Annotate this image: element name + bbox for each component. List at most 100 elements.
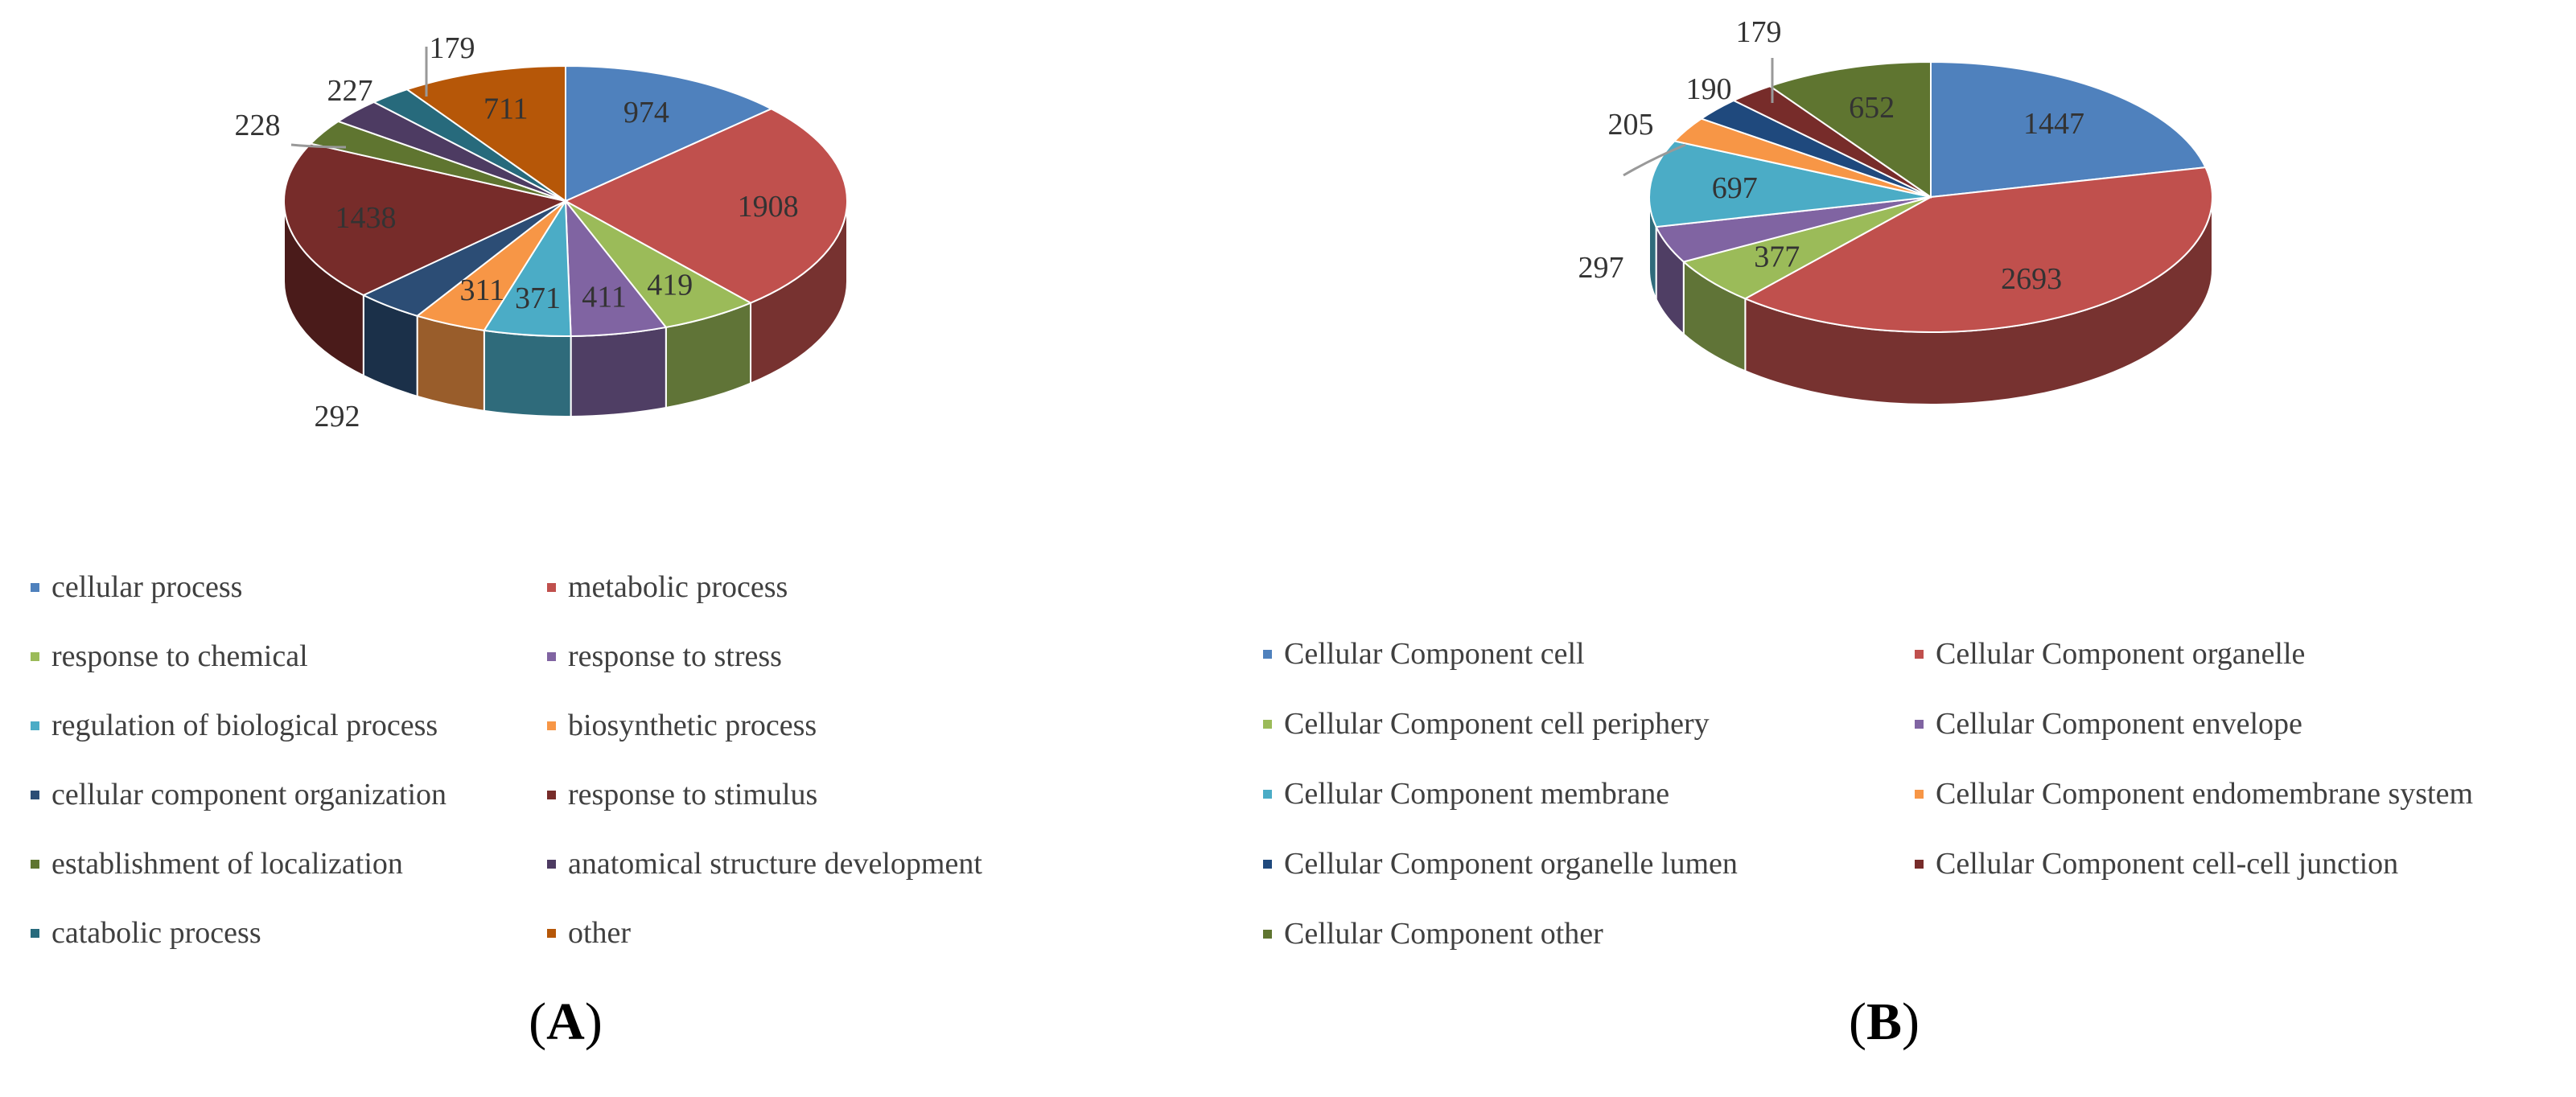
- legend-item-cellular-component-organelle: Cellular Component organelle: [1915, 637, 2305, 671]
- legend-label: Cellular Component cell: [1284, 637, 1585, 671]
- legend-swatch: [1263, 790, 1272, 799]
- data-label-cellular-component-organelle-lumen: 190: [1686, 72, 1732, 106]
- legend-item-cellular-component-membrane: Cellular Component membrane: [1263, 777, 1669, 811]
- legend-swatch: [1915, 860, 1924, 869]
- legend-label: metabolic process: [568, 570, 788, 604]
- pie-slice-cellular-component-membrane: [1648, 140, 1932, 228]
- legend-swatch: [1915, 720, 1924, 729]
- data-label-cellular-component-cell-periphery: 377: [1754, 240, 1800, 274]
- pie-wall-response-to-stress: [570, 326, 667, 417]
- legend-label: cellular component organization: [51, 778, 446, 811]
- legend-swatch: [31, 791, 39, 799]
- legend-swatch: [31, 929, 39, 938]
- legend-swatch: [1263, 720, 1272, 729]
- legend-label: Cellular Component cell-cell junction: [1936, 847, 2398, 881]
- data-label-establishment-of-localization: 228: [235, 109, 281, 142]
- legend-label: Cellular Component organelle: [1936, 637, 2305, 671]
- legend-swatch: [1263, 650, 1272, 659]
- legend-label: establishment of localization: [51, 847, 403, 881]
- legend-item-response-to-stimulus: response to stimulus: [547, 778, 817, 811]
- legend-swatch: [1263, 860, 1272, 869]
- legend-swatch: [547, 652, 556, 661]
- leader-line-205: [1623, 143, 1686, 177]
- legend-label: Cellular Component envelope: [1936, 707, 2302, 741]
- data-label-cellular-component-other: 652: [1849, 91, 1895, 125]
- legend-item-cellular-component-endomembrane-system: Cellular Component endomembrane system: [1915, 777, 2473, 811]
- pie-side-walls: [283, 200, 848, 417]
- pie-slice-cellular-component-other: [1767, 60, 1932, 199]
- legend-item-cellular-component-envelope: Cellular Component envelope: [1915, 707, 2302, 741]
- data-label-metabolic-process: 1908: [738, 190, 799, 224]
- legend-label: biosynthetic process: [568, 709, 817, 742]
- legend-label: response to stimulus: [568, 778, 817, 811]
- pie-slice-cellular-component-cell: [1930, 60, 2207, 199]
- data-label-cellular-component-organelle: 2693: [2001, 262, 2062, 296]
- legend-item-cellular-component-cell-cell-junction: Cellular Component cell-cell junction: [1915, 847, 2398, 881]
- chart-panel-a: 974 1908 419 411 371 311 292 1438 228 227 179 711 ce…: [31, 31, 982, 1051]
- legend-item-cellular-process: cellular process: [31, 570, 242, 604]
- legend-item-cellular-component-other: Cellular Component other: [1263, 917, 1603, 951]
- data-label-cellular-component-cell-cell-junction: 179: [1736, 15, 1782, 49]
- pie-slice-response-to-stimulus: [283, 142, 569, 297]
- pie-slice-metabolic-process: [563, 108, 848, 304]
- legend-item-other: other: [547, 916, 631, 950]
- legend-swatch: [547, 583, 556, 592]
- legend-item-cellular-component-cell: Cellular Component cell: [1263, 637, 1585, 671]
- legend-label: regulation of biological process: [51, 709, 438, 742]
- data-label-catabolic-process: 179: [430, 31, 475, 65]
- leader-line-228: [290, 143, 347, 149]
- legend-item-cellular-component-organelle-lumen: Cellular Component organelle lumen: [1263, 847, 1738, 881]
- data-label-cellular-component-membrane: 697: [1712, 171, 1758, 205]
- legend-item-regulation-of-biological-process: regulation of biological process: [31, 709, 438, 742]
- pie-slices: [1648, 60, 2214, 333]
- pie-wall-biosynthetic-process: [416, 314, 485, 412]
- pie-slice-other: [405, 64, 566, 203]
- data-label-cellular-process: 974: [623, 96, 669, 129]
- legend-item-response-to-stress: response to stress: [547, 639, 782, 673]
- legend-item-catabolic-process: catabolic process: [31, 916, 261, 950]
- legend-swatch: [547, 721, 556, 730]
- legend-label: response to chemical: [51, 639, 308, 673]
- legend: cellular process metabolic process respons…: [31, 570, 982, 950]
- legend-item-cellular-component-organization: cellular component organization: [31, 778, 446, 811]
- data-label-response-to-chemical: 419: [647, 269, 693, 302]
- data-label-biosynthetic-process: 311: [460, 273, 505, 307]
- pie-value-labels: 974 1908 419 411 371 311 292 1438 228 227 179 711: [235, 31, 799, 433]
- legend-label: Cellular Component organelle lumen: [1284, 847, 1738, 881]
- data-label-response-to-stimulus: 1438: [335, 201, 396, 235]
- data-label-cellular-component-endomembrane-system: 205: [1608, 108, 1654, 142]
- legend-swatch: [31, 860, 39, 869]
- legend-swatch: [547, 791, 556, 799]
- legend-swatch: [1915, 790, 1924, 799]
- data-label-cellular-component-envelope: 297: [1578, 251, 1624, 285]
- legend-label: cellular process: [51, 570, 242, 604]
- data-label-cellular-component-organization: 292: [315, 400, 360, 433]
- legend-label: response to stress: [568, 639, 782, 673]
- pie-slice-cellular-process: [565, 64, 774, 203]
- legend-swatch: [547, 860, 556, 869]
- legend-swatch: [1263, 930, 1272, 939]
- pie-wall-regulation-of-biological-process: [483, 329, 572, 417]
- pie-side-walls: [1648, 196, 2213, 405]
- legend-item-anatomical-structure-development: anatomical structure development: [547, 847, 982, 881]
- legend-item-metabolic-process: metabolic process: [547, 570, 788, 604]
- legend-swatch: [31, 583, 39, 592]
- legend-swatch: [1915, 650, 1924, 659]
- legend-item-establishment-of-localization: establishment of localization: [31, 847, 403, 881]
- legend-label: other: [568, 916, 631, 950]
- legend-label: Cellular Component cell periphery: [1284, 707, 1710, 741]
- legend-label: anatomical structure development: [568, 847, 982, 881]
- legend-item-biosynthetic-process: biosynthetic process: [547, 709, 817, 742]
- legend-label: Cellular Component membrane: [1284, 777, 1669, 811]
- legend-swatch: [31, 721, 39, 730]
- data-label-regulation-of-biological-process: 371: [515, 281, 561, 315]
- panel-label: (A): [529, 992, 603, 1051]
- legend-label: Cellular Component endomembrane system: [1936, 777, 2473, 811]
- legend-label: Cellular Component other: [1284, 917, 1603, 951]
- pie-slice-cellular-component-organelle: [1743, 166, 2214, 333]
- data-label-other: 711: [484, 92, 529, 125]
- panel-label: (B): [1849, 992, 1920, 1051]
- legend: Cellular Component cell Cellular Componen…: [1263, 637, 2473, 951]
